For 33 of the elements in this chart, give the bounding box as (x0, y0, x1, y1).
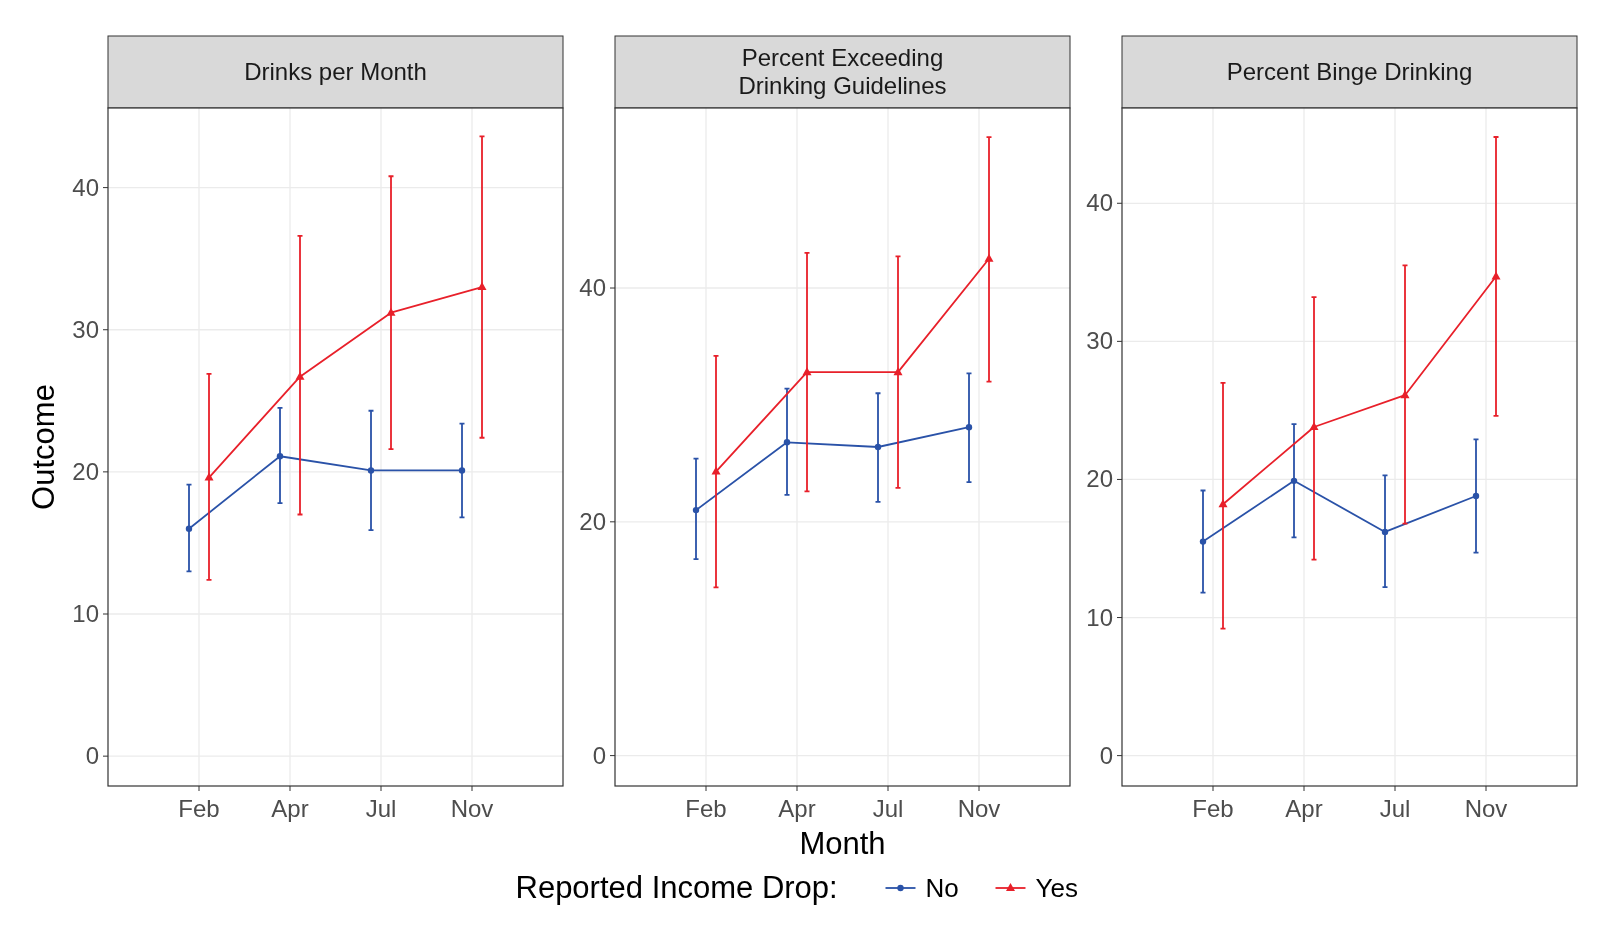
y-tick-label: 30 (72, 315, 99, 343)
y-tick-label: 0 (85, 742, 99, 770)
x-tick-label: Apr (778, 795, 816, 822)
y-tick-label: 40 (72, 173, 99, 201)
y-tick-label: 0 (592, 741, 606, 769)
x-tick-label: Jul (1379, 795, 1411, 822)
y-tick-label: 30 (1086, 327, 1113, 355)
x-tick-label: Apr (271, 795, 309, 822)
y-tick-label: 20 (1086, 465, 1113, 493)
x-tick-label: Apr (1285, 795, 1323, 822)
chart-title: Drinks per Month (244, 58, 427, 85)
x-axis-title: Month (799, 826, 886, 861)
chart-title: Percent Exceeding Drinking Guidelines (738, 44, 947, 99)
legend-title: Reported Income Drop: (515, 870, 838, 905)
x-tick-label: Nov (957, 795, 1001, 822)
y-tick-label: 20 (72, 457, 99, 485)
x-tick-label: Nov (1464, 795, 1508, 822)
legend-label: Yes (1035, 873, 1078, 903)
x-tick-label: Jul (365, 795, 397, 822)
y-tick-label: 20 (579, 507, 606, 535)
x-tick-label: Feb (685, 795, 727, 822)
x-tick-label: Feb (178, 795, 220, 822)
y-tick-label: 10 (72, 600, 99, 628)
y-tick-label: 40 (1086, 189, 1113, 217)
y-tick-label: 0 (1099, 741, 1113, 769)
chart-title: Percent Binge Drinking (1226, 58, 1473, 85)
y-axis-title: Outcome (26, 384, 61, 510)
y-tick-label: 10 (1086, 603, 1113, 631)
x-tick-label: Feb (1192, 795, 1234, 822)
x-tick-label: Nov (450, 795, 494, 822)
legend-label: No (925, 873, 959, 903)
y-tick-label: 40 (579, 274, 606, 302)
x-tick-label: Jul (872, 795, 904, 822)
